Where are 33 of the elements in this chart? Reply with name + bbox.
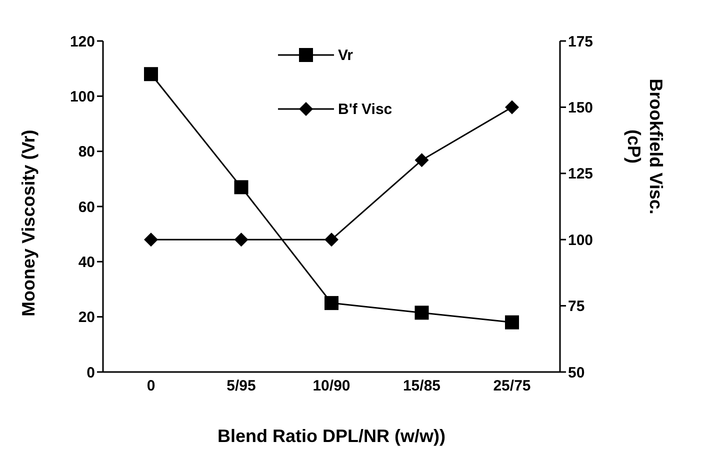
x-tick-label: 15/85 <box>402 378 441 395</box>
y2-tick-label: 50 <box>568 364 585 382</box>
y2-tick-label: 75 <box>568 298 585 316</box>
point <box>505 100 519 114</box>
x-tick-label: 5/95 <box>226 378 256 395</box>
point <box>414 153 429 168</box>
y2-tick-label: 100 <box>568 232 594 249</box>
legend-label: B'f Visc <box>338 100 392 118</box>
x-axis-title: Blend Ratio DPL/NR (w/w)) <box>218 426 446 446</box>
point <box>324 232 338 247</box>
y-tick-label: 100 <box>70 88 95 106</box>
point <box>414 306 429 320</box>
x-tick-label: 0 <box>146 378 156 395</box>
y-tick-label: 60 <box>78 198 95 216</box>
y-tick-label: 80 <box>78 144 95 161</box>
point <box>144 67 158 82</box>
x-tick-label: 10/90 <box>312 378 350 395</box>
y2-tick-label: 150 <box>568 100 594 117</box>
y-tick-label: 0 <box>86 364 95 382</box>
y-tick-label: 20 <box>78 309 95 326</box>
y-axis-title: Mooney Viscosity (Vr) <box>18 130 38 316</box>
point <box>234 232 248 247</box>
point <box>234 180 248 194</box>
legend-label: Vr <box>338 46 354 64</box>
y2-tick-label: 175 <box>568 33 594 50</box>
x-tick-label: 25/75 <box>493 378 531 395</box>
point <box>324 296 338 310</box>
point <box>144 232 158 247</box>
y2-axis-title: Brookfield Visc. (cP) <box>624 78 666 214</box>
point <box>505 315 519 330</box>
y-tick-label: 120 <box>70 33 95 50</box>
y-tick-label: 40 <box>78 254 95 271</box>
y2-tick-label: 125 <box>568 166 594 183</box>
